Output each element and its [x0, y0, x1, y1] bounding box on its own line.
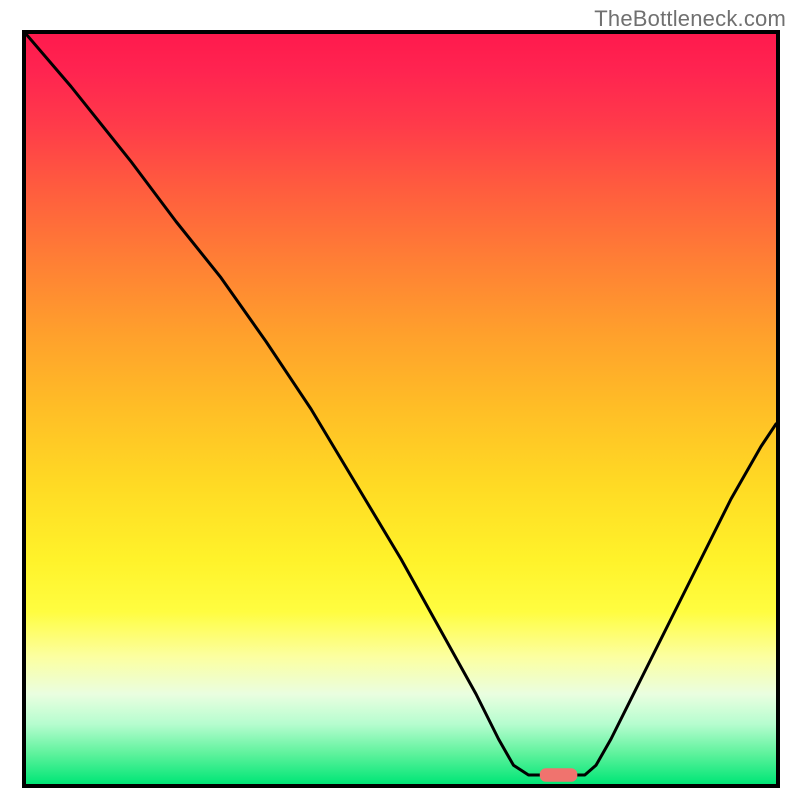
bottleneck-curve	[26, 34, 776, 784]
optimal-marker	[540, 768, 578, 782]
watermark-text: TheBottleneck.com	[594, 6, 786, 32]
chart-container: { "watermark": { "text": "TheBottleneck.…	[0, 0, 800, 800]
plot-area	[22, 30, 780, 788]
curve-path	[26, 34, 776, 775]
